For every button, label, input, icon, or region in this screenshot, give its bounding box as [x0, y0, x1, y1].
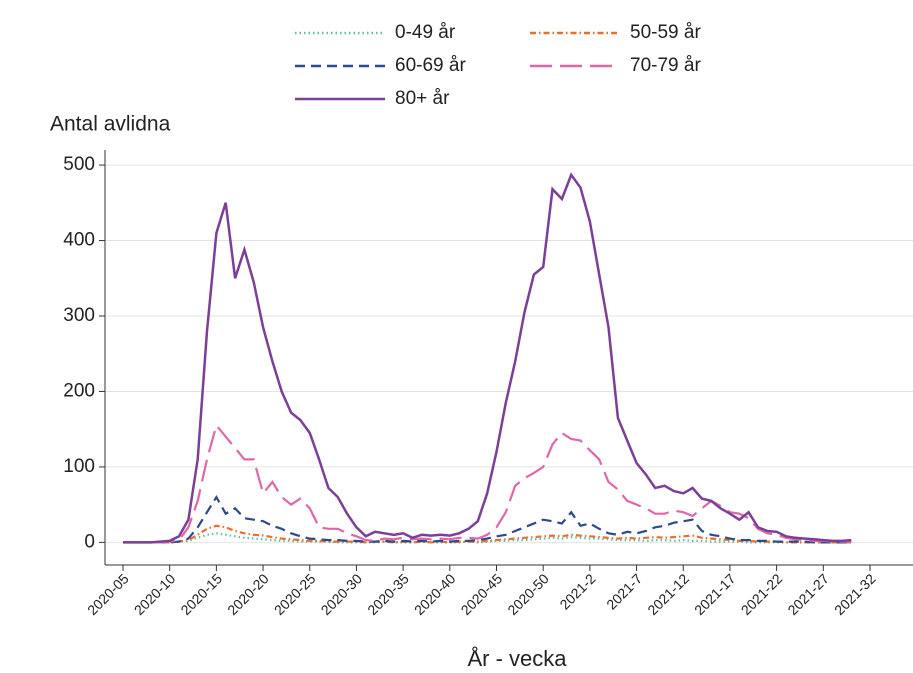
x-tick-label: 2020-10: [131, 570, 179, 618]
legend-label: 80+ år: [395, 88, 450, 109]
x-tick-label: 2021-17: [691, 570, 739, 618]
x-tick-label: 2021-22: [738, 570, 786, 618]
y-tick-label: 500: [63, 154, 95, 175]
x-tick-label: 2020-05: [84, 570, 132, 618]
y-tick-label: 200: [63, 380, 95, 401]
x-tick-label: 2021-32: [831, 570, 879, 618]
x-axis-label: År - vecka: [467, 646, 567, 671]
x-tick-label: 2020-25: [271, 570, 319, 618]
x-tick-label: 2021-7: [603, 570, 645, 612]
x-tick-label: 2020-40: [411, 570, 459, 618]
legend-label: 70-79 år: [630, 55, 701, 76]
x-tick-label: 2020-50: [504, 570, 552, 618]
y-axis-label: Antal avlidna: [50, 113, 171, 136]
series-line: [123, 494, 852, 544]
series-line: [123, 172, 852, 544]
series-line: [123, 532, 852, 544]
y-tick-label: 400: [63, 230, 95, 251]
x-tick-label: 2020-45: [458, 570, 506, 618]
x-tick-label: 2020-30: [318, 570, 366, 618]
x-tick-label: 2021-2: [556, 570, 598, 612]
x-tick-label: 2021-27: [784, 570, 832, 618]
y-tick-label: 100: [63, 456, 95, 477]
y-tick-label: 300: [63, 305, 95, 326]
series-line: [123, 423, 852, 544]
legend-label: 0-49 år: [395, 22, 456, 43]
y-tick-label: 0: [84, 531, 95, 552]
legend-label: 60-69 år: [395, 55, 466, 76]
x-tick-label: 2020-35: [364, 570, 412, 618]
legend-label: 50-59 år: [630, 22, 701, 43]
x-tick-label: 2020-15: [177, 570, 225, 618]
x-tick-label: 2021-12: [644, 570, 692, 618]
x-tick-label: 2020-20: [224, 570, 272, 618]
series-line: [123, 524, 852, 544]
